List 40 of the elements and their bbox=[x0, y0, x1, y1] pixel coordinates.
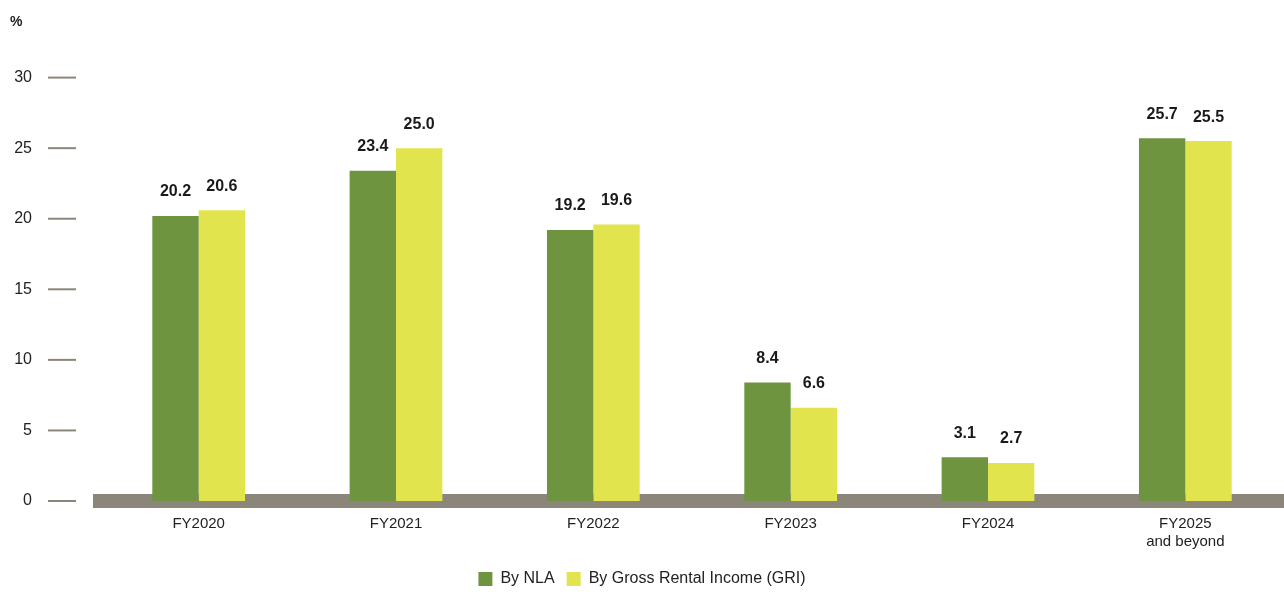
bar bbox=[152, 215, 199, 501]
data-label: 8.4 bbox=[756, 348, 779, 366]
bar bbox=[349, 170, 396, 501]
bar bbox=[396, 148, 443, 501]
y-axis-title: % bbox=[10, 12, 23, 29]
y-tick-label: 25 bbox=[14, 138, 33, 156]
data-label: 6.6 bbox=[802, 374, 826, 392]
data-label: 25.5 bbox=[1192, 107, 1225, 125]
x-tick-label: FY2024 bbox=[961, 514, 1015, 532]
x-tick-label: FY2023 bbox=[764, 514, 817, 532]
y-tick-label: 5 bbox=[23, 420, 33, 438]
data-label: 25.7 bbox=[1146, 104, 1178, 122]
bar bbox=[593, 224, 640, 501]
data-label: 25.0 bbox=[403, 114, 435, 132]
data-label: 23.4 bbox=[357, 137, 389, 155]
bar bbox=[1138, 138, 1186, 501]
legend-label: By NLA bbox=[500, 569, 555, 587]
bar bbox=[744, 382, 791, 501]
y-tick-label: 10 bbox=[14, 350, 33, 368]
data-label: 20.6 bbox=[206, 176, 238, 194]
data-label: 19.2 bbox=[554, 196, 586, 214]
data-label: 20.2 bbox=[159, 182, 192, 200]
x-tick-label: FY2022 bbox=[567, 514, 620, 532]
data-label: 2.7 bbox=[1000, 429, 1023, 447]
bar bbox=[941, 457, 988, 501]
bar bbox=[988, 462, 1035, 501]
y-tick-label: 20 bbox=[14, 209, 33, 227]
bar bbox=[1185, 141, 1232, 501]
bar bbox=[546, 230, 594, 501]
x-tick-label: FY2021 bbox=[369, 514, 423, 532]
y-tick-label: 30 bbox=[14, 68, 33, 86]
data-label: 19.6 bbox=[600, 190, 633, 208]
bar bbox=[790, 407, 838, 501]
legend-label: By Gross Rental Income (GRI) bbox=[588, 569, 806, 587]
x-tick-label: FY2020 bbox=[172, 514, 225, 532]
data-label: 3.1 bbox=[953, 423, 977, 441]
y-tick-label: 15 bbox=[14, 279, 33, 297]
bar bbox=[198, 210, 246, 501]
y-tick-label: 0 bbox=[23, 491, 33, 509]
x-tick-label: FY2025 and beyond bbox=[1146, 514, 1225, 550]
